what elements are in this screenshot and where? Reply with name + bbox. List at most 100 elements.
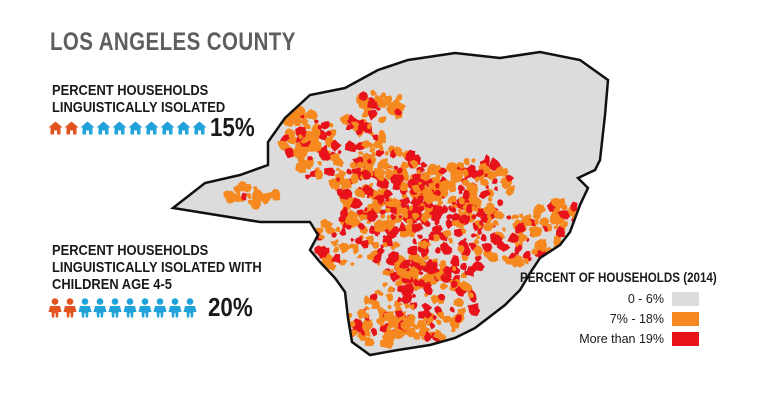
tract-patch — [382, 269, 391, 277]
tract-patch — [261, 193, 269, 205]
tract-patch — [385, 329, 396, 339]
tract-patch — [394, 328, 406, 340]
tract-patch — [366, 124, 372, 130]
tract-patch — [287, 130, 296, 137]
tract-patch — [411, 323, 417, 328]
tract-patch — [450, 168, 463, 183]
tract-patch — [375, 174, 385, 182]
stat-2-label-line-3: CHILDREN AGE 4-5 — [52, 276, 172, 293]
tract-patch — [359, 91, 368, 102]
person-icon — [93, 298, 107, 318]
tract-patch — [356, 254, 363, 259]
tract-patch — [468, 194, 477, 204]
county-border — [169, 50, 610, 357]
tract-patch — [468, 242, 477, 251]
tract-patch — [522, 252, 531, 260]
tract-patch — [418, 310, 433, 319]
tract-patch — [546, 203, 554, 212]
house-icon — [128, 121, 143, 135]
tract-patch — [416, 169, 421, 175]
tract-patch — [461, 179, 471, 188]
tract-patch — [396, 310, 405, 317]
tract-patch — [409, 265, 422, 278]
tract-patch — [554, 218, 561, 226]
tract-patch — [486, 171, 500, 181]
tract-patch — [339, 227, 347, 236]
tract-patch — [474, 177, 479, 183]
tract-patch — [462, 189, 470, 200]
tract-patch — [525, 237, 530, 242]
legend-label-high: More than 19% — [579, 332, 664, 346]
tract-patch — [421, 302, 433, 314]
tract-patch — [284, 147, 294, 159]
tract-patch — [399, 207, 409, 215]
tract-patch — [393, 300, 404, 309]
tract-patch — [476, 202, 481, 208]
stat-1-label-line-2: LINGUISTICALLY ISOLATED — [52, 99, 226, 116]
tract-patch — [518, 213, 524, 219]
tract-patch — [374, 232, 379, 237]
tract-patch — [490, 234, 503, 246]
tract-patch — [399, 182, 408, 192]
tract-patch — [461, 254, 469, 262]
tract-patch — [300, 118, 309, 126]
legend-label-medium: 7% - 18% — [609, 312, 664, 326]
tract-patch — [321, 245, 329, 254]
tract-patch — [330, 240, 338, 247]
tract-patch — [534, 219, 539, 226]
tract-patch — [497, 199, 504, 207]
tract-patch — [483, 165, 491, 173]
person-icon — [138, 298, 152, 318]
tract-patch — [472, 189, 476, 194]
tract-patch — [458, 189, 463, 195]
tract-patch — [329, 122, 334, 128]
tract-patch — [417, 181, 423, 186]
tract-patch — [568, 205, 576, 217]
tract-patch — [478, 189, 491, 200]
tract-patch — [500, 171, 505, 176]
tract-patch — [396, 296, 403, 303]
tract-patch — [364, 305, 370, 311]
tract-patch — [360, 239, 369, 249]
tract-patch — [551, 214, 560, 222]
tract-patch — [388, 197, 402, 208]
tract-patch — [535, 239, 547, 252]
tract-patch — [378, 209, 388, 215]
tract-patch — [395, 205, 403, 218]
tract-patch — [480, 214, 488, 223]
tract-patch — [400, 290, 413, 305]
tract-patch — [379, 222, 391, 233]
legend-item-high: More than 19% — [504, 332, 699, 346]
tract-patch — [462, 237, 467, 241]
tract-patch — [480, 178, 489, 187]
tract-patch — [417, 240, 428, 250]
legend-swatch-low — [672, 292, 699, 306]
tract-patch — [331, 139, 342, 152]
tract-patch — [411, 184, 420, 193]
tract-patch — [475, 255, 482, 262]
tract-patch — [408, 278, 414, 284]
tract-patch — [383, 312, 389, 319]
tract-patch — [243, 183, 252, 193]
tract-patch — [421, 213, 429, 221]
tract-patch — [354, 188, 366, 198]
tract-patch — [313, 130, 319, 135]
tract-patch — [475, 169, 485, 177]
tract-patch — [487, 196, 493, 202]
tract-patch — [532, 248, 538, 255]
tract-patch — [356, 209, 364, 216]
tract-patch — [349, 162, 357, 169]
tract-patch — [473, 238, 480, 244]
tract-patch — [377, 188, 382, 193]
tract-patch — [378, 129, 385, 137]
tract-patch — [477, 228, 482, 235]
tract-patch — [465, 245, 468, 250]
stat-1-label: PERCENT HOUSEHOLDS LINGUISTICALLY ISOLAT… — [52, 82, 225, 116]
tract-patch — [481, 243, 493, 253]
tract-patch — [363, 206, 368, 212]
tract-patch — [450, 254, 460, 267]
tract-patch — [555, 226, 565, 238]
house-icon — [96, 121, 111, 135]
tract-patch — [318, 234, 326, 240]
tract-patch — [387, 304, 392, 310]
